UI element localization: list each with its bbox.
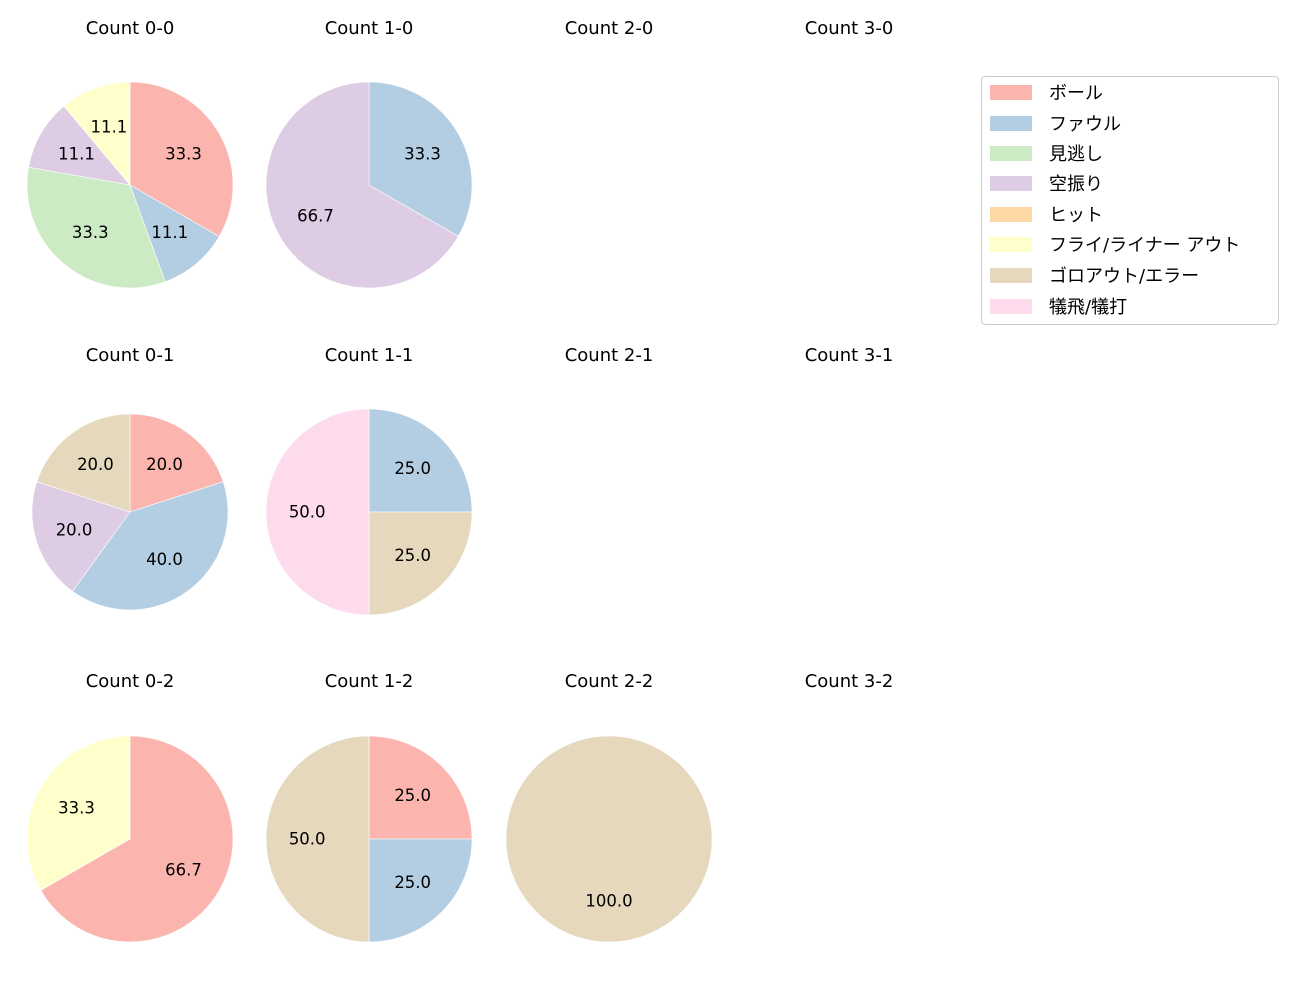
legend-label: ヒット <box>1049 205 1103 226</box>
pie-slice-label: 50.0 <box>289 830 326 849</box>
pie-count-2-2: 100.0 <box>505 735 713 943</box>
pie-slice-label: 66.7 <box>165 860 202 879</box>
pie-slice <box>26 166 166 289</box>
pie-slice <box>71 481 229 611</box>
legend: ボール ファウル 見逃し 空振り ヒット フライ/ライナー アウト ゴロアウト/… <box>981 76 1279 325</box>
subplot-title: Count 2-1 <box>564 345 654 366</box>
legend-item-foul: ファウル <box>990 112 1121 135</box>
pie-slice <box>265 735 370 943</box>
pie-slice <box>368 735 473 840</box>
legend-label: 空振り <box>1049 174 1103 195</box>
legend-label: ボール <box>1049 83 1103 104</box>
pie-slice-label: 20.0 <box>77 455 114 474</box>
legend-item-sacrifice: 犠飛/犠打 <box>990 295 1128 318</box>
pie-slice <box>31 481 131 592</box>
legend-swatch <box>990 298 1032 314</box>
legend-swatch <box>990 84 1032 100</box>
pie-count-0-0: 33.3 11.1 33.3 11.1 11.1 <box>26 81 234 289</box>
legend-swatch <box>990 236 1032 252</box>
pie-count-1-2: 25.0 25.0 50.0 <box>265 735 473 943</box>
pie-slice <box>265 408 370 616</box>
pie-slice-label: 50.0 <box>289 503 326 522</box>
legend-item-hit: ヒット <box>990 203 1103 226</box>
subplot-title: Count 2-2 <box>564 671 654 692</box>
pie-slice <box>129 184 220 283</box>
pie-slice <box>129 413 224 513</box>
legend-swatch <box>990 145 1032 161</box>
subplot-title: Count 1-2 <box>324 671 414 692</box>
pie-slice-label: 11.1 <box>58 145 95 164</box>
subplot-title: Count 1-1 <box>324 345 414 366</box>
subplot-title: Count 2-0 <box>564 18 654 39</box>
pie-slice <box>368 408 473 513</box>
pie-count-1-0: 33.3 66.7 <box>265 81 473 289</box>
pie-slice <box>368 838 473 943</box>
legend-item-swinging-strike: 空振り <box>990 172 1103 195</box>
pie-slice <box>63 81 131 186</box>
subplot-title: Count 3-2 <box>804 671 894 692</box>
legend-item-fly-liner-out: フライ/ライナー アウト <box>990 233 1241 256</box>
pie-slice <box>28 105 131 186</box>
pie-slice-label: 20.0 <box>56 521 93 540</box>
subplot-title: Count 1-0 <box>324 18 414 39</box>
pie-slice-label: 33.3 <box>404 145 441 164</box>
legend-label: ゴロアウト/エラー <box>1049 266 1200 287</box>
subplot-title: Count 0-0 <box>85 18 175 39</box>
legend-label: 見逃し <box>1049 144 1103 165</box>
pie-slice-label: 11.1 <box>90 117 127 136</box>
pie-count-1-1: 25.0 25.0 50.0 <box>265 408 473 616</box>
subplot-title: Count 0-1 <box>85 345 175 366</box>
subplot-title: Count 3-0 <box>804 18 894 39</box>
pie-slice-label: 33.3 <box>165 145 202 164</box>
pie-slice <box>26 735 131 891</box>
legend-item-ground-out-error: ゴロアウト/エラー <box>990 264 1200 287</box>
pie-slice-label: 11.1 <box>151 223 188 242</box>
legend-item-called-strike: 見逃し <box>990 142 1103 165</box>
pie-slice <box>40 735 234 943</box>
pie-slice-label: 33.3 <box>58 799 95 818</box>
pie-slice-label: 25.0 <box>394 546 431 565</box>
pie-slice <box>368 511 473 616</box>
pie-slice-label: 66.7 <box>297 206 334 225</box>
pie-slice <box>368 81 473 237</box>
subplot-title: Count 3-1 <box>804 345 894 366</box>
pie-slice-label: 25.0 <box>394 459 431 478</box>
subplot-title: Count 0-2 <box>85 671 175 692</box>
pie-slice <box>265 81 459 289</box>
pie-count-0-2: 66.7 33.3 <box>26 735 234 943</box>
pie-slice-label: 40.0 <box>146 550 183 569</box>
pie-slice-label: 33.3 <box>72 223 109 242</box>
legend-swatch <box>990 175 1032 191</box>
legend-item-ball: ボール <box>990 81 1103 104</box>
legend-label: フライ/ライナー アウト <box>1049 235 1241 256</box>
legend-label: ファウル <box>1049 114 1121 135</box>
pie-slice-label: 20.0 <box>146 455 183 474</box>
pie-slice <box>505 735 713 943</box>
pie-slice-label: 100.0 <box>585 891 632 910</box>
legend-swatch <box>990 267 1032 283</box>
legend-swatch <box>990 115 1032 131</box>
pie-slice-label: 25.0 <box>394 786 431 805</box>
legend-swatch <box>990 206 1032 222</box>
pie-slice-label: 25.0 <box>394 873 431 892</box>
pie-slice <box>36 413 131 513</box>
legend-label: 犠飛/犠打 <box>1049 297 1128 318</box>
pie-slice <box>129 81 234 237</box>
pie-count-0-1: 20.0 40.0 20.0 20.0 <box>31 413 229 611</box>
